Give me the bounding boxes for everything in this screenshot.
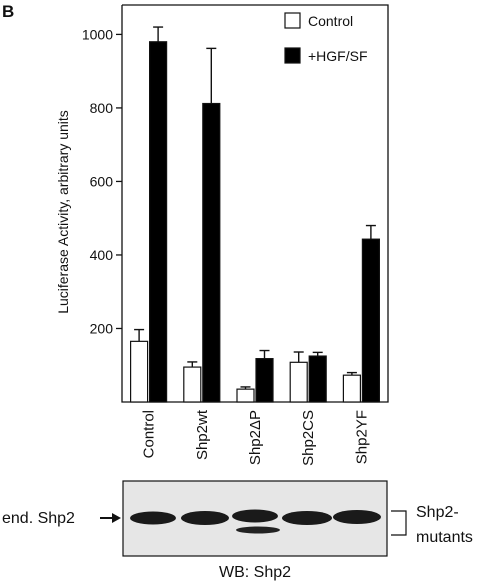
x-tick-label: Shp2CS <box>300 410 317 466</box>
y-axis-label: Luciferase Activity, arbitrary units <box>55 110 71 314</box>
band-shp2cs <box>282 511 332 525</box>
bar-hgf-2 <box>255 358 274 403</box>
axes-frame <box>121 4 389 403</box>
bar-hgf-4 <box>361 238 380 403</box>
bar-control-3 <box>289 361 308 403</box>
mutants-bracket-icon <box>391 510 407 536</box>
arrow-head-icon <box>112 513 121 523</box>
legend-swatch <box>284 12 301 29</box>
bar-control-4 <box>342 374 361 403</box>
legend-swatch <box>284 47 301 64</box>
y-tick-label: 400 <box>90 247 114 263</box>
x-tick-labels: Control Shp2wt Shp2ΔP Shp2CS Shp2YF <box>141 409 371 466</box>
y-axis: 200 400 600 800 1000 <box>82 4 389 403</box>
shp2-mutants-label-line2: mutants <box>416 529 473 546</box>
y-tick-label: 200 <box>90 320 114 336</box>
x-tick-label: Control <box>141 410 158 458</box>
shp2-mutants-label-line1: Shp2- <box>416 504 459 521</box>
bar-hgf-3 <box>308 355 327 403</box>
bars <box>130 26 380 403</box>
bar-hgf-0 <box>149 41 168 403</box>
bar-control-0 <box>130 340 149 403</box>
legend-label: Control <box>308 13 353 29</box>
band-control <box>130 511 176 525</box>
y-tick-label: 800 <box>90 100 114 116</box>
panel-label: B <box>2 2 14 21</box>
x-tick-label: Shp2YF <box>353 410 370 464</box>
x-tick-label: Shp2ΔP <box>247 410 264 465</box>
legend-label: +HGF/SF <box>308 48 368 64</box>
bar-control-2 <box>236 388 255 403</box>
y-tick-label: 1000 <box>82 26 113 42</box>
band-shp2yf <box>333 510 381 524</box>
band-shp2wt <box>181 511 229 525</box>
band-shp2dp-lower <box>236 526 280 534</box>
y-tick-label: 600 <box>90 173 114 189</box>
end-shp2-label: end. Shp2 <box>2 510 75 527</box>
bar-hgf-1 <box>202 102 221 403</box>
x-tick-label: Shp2wt <box>194 409 211 460</box>
western-blot: end. Shp2 Shp2- mutants WB: Shp2 <box>2 480 473 581</box>
legend: Control +HGF/SF <box>284 12 368 64</box>
bar-chart: Luciferase Activity, arbitrary units 200… <box>55 4 389 466</box>
bar-control-1 <box>183 366 202 403</box>
band-shp2dp-upper <box>232 509 278 523</box>
blot-caption: WB: Shp2 <box>219 564 291 581</box>
blot-bands <box>130 509 381 534</box>
